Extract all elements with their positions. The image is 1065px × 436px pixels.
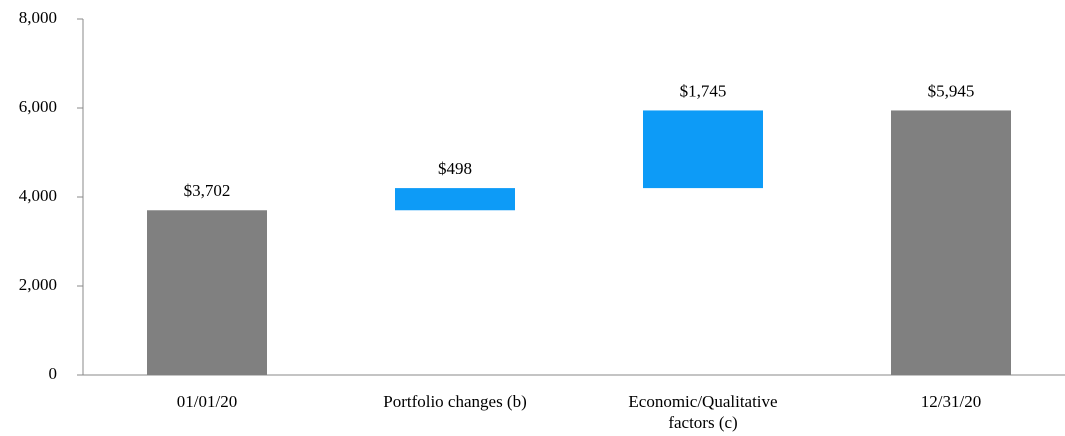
value-label: $3,702: [184, 181, 231, 200]
value-label: $498: [438, 159, 472, 178]
x-tick-label: 01/01/20: [176, 392, 238, 411]
bar: [643, 110, 763, 189]
bar: [395, 188, 515, 211]
x-tick-label: Economic/Qualitative factors (c): [628, 392, 778, 432]
y-tick-label: 6,000: [19, 97, 57, 116]
x-tick-label: Portfolio changes (b): [383, 392, 527, 411]
value-label: $1,745: [680, 81, 727, 100]
value-label: $5,945: [928, 81, 975, 100]
y-tick-label: 0: [49, 364, 58, 383]
x-tick-label: 12/31/20: [920, 392, 982, 411]
y-tick-label: 8,000: [19, 8, 57, 27]
bar: [147, 210, 267, 375]
bar: [891, 110, 1011, 375]
y-tick-label: 2,000: [19, 275, 57, 294]
y-tick-label: 4,000: [19, 186, 57, 205]
